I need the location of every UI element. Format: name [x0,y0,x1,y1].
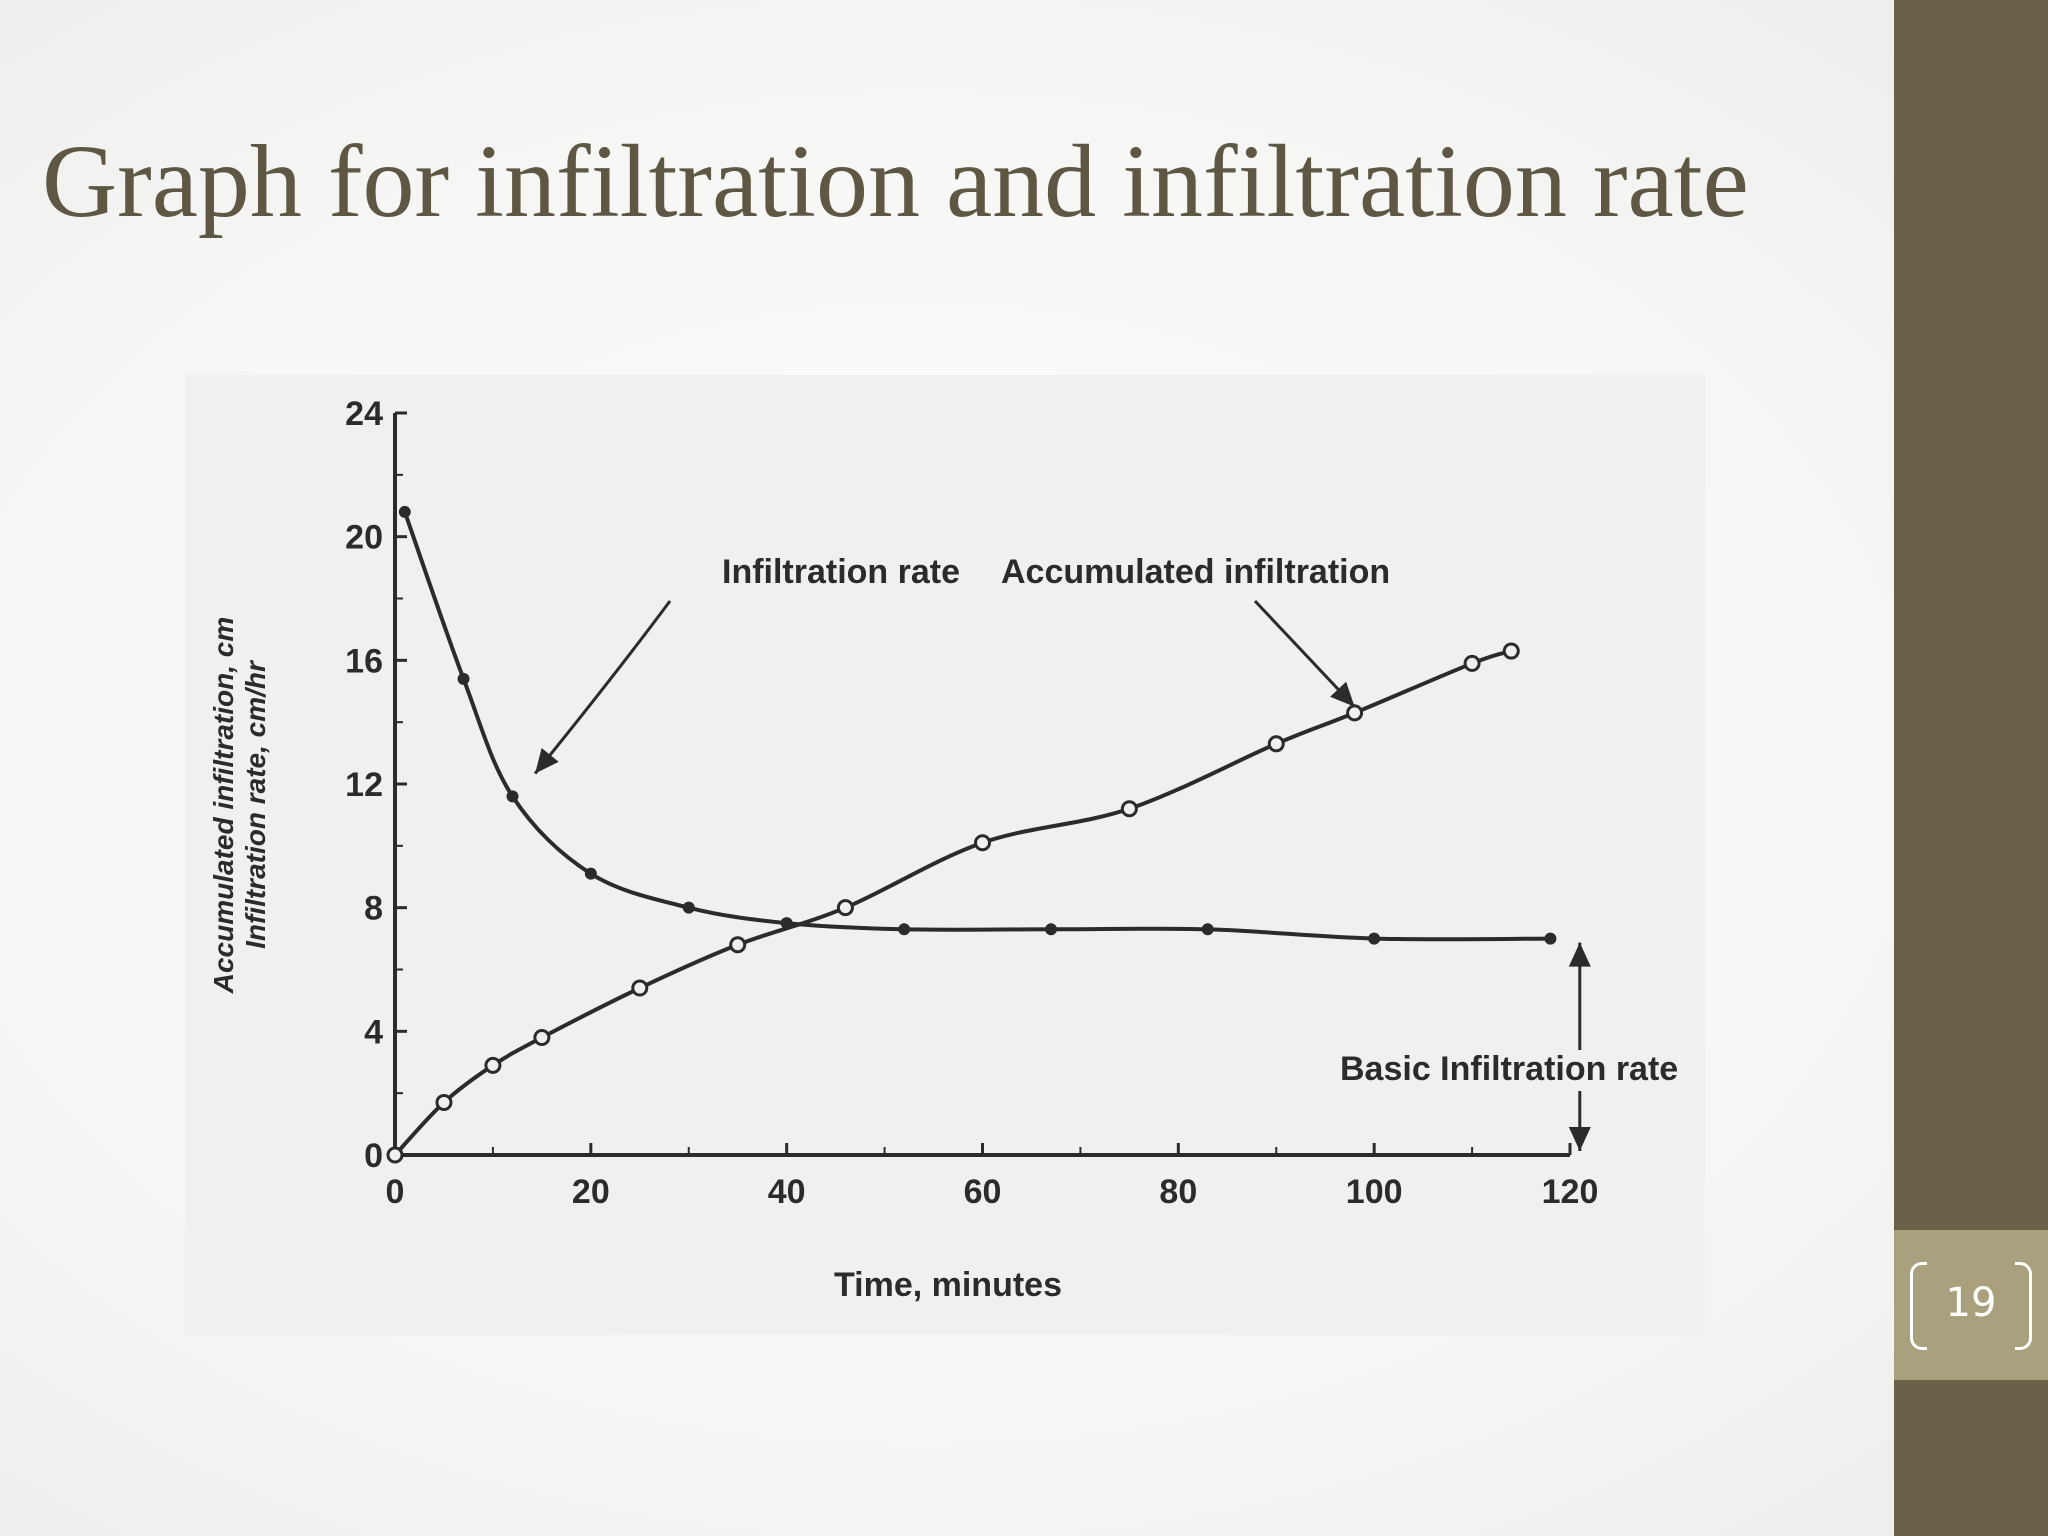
infiltration-rate-point [457,672,470,685]
data-markers [386,505,1557,1164]
infiltration-rate-point [682,901,695,914]
page-number: 19 [1945,1280,1997,1326]
infiltration-rate-point [1201,923,1214,936]
accumulated-infiltration-point [1502,642,1520,660]
y-tick-label: 20 [345,519,383,557]
y-axis-label-rate: Infiltration rate, cm/hr [240,659,271,949]
x-tick-label: 120 [1542,1173,1599,1211]
infiltration-rate-arrow-line [533,600,672,775]
accumulated-infiltration-point [435,1093,453,1111]
infiltration-rate-point [584,867,597,880]
axes: 0 20 40 60 80 100 120 0 4 8 12 16 20 24 [345,395,1598,1211]
accumulated-infiltration-point [836,899,854,917]
annotations: Infiltration rate Accumulated infiltratio… [533,553,1678,1151]
x-tick-label: 80 [1159,1173,1197,1211]
y-axis-label-accumulated: Accumulated infiltration, cm [208,617,239,995]
x-axis-label: Time, minutes [834,1266,1062,1304]
slide-title: Graph for infiltration and infiltration … [42,124,1749,239]
chart-figure: 0 20 40 60 80 100 120 0 4 8 12 16 20 24 Infiltration … [185,375,1705,1335]
accumulated-infiltration-point [1346,704,1364,722]
x-tick-label: 20 [572,1173,610,1211]
basic-rate-arrow-up-head [1568,942,1591,967]
infiltration-rate-point [398,505,411,518]
basic-infiltration-rate-label: Basic Infiltration rate [1340,1050,1678,1088]
infiltration-rate-point [1544,932,1557,945]
y-tick-label: 4 [364,1013,383,1051]
accumulated-infiltration-point [533,1029,551,1047]
accumulated-infiltration-arrow-head [1330,681,1355,707]
infiltration-rate-label: Infiltration rate [722,553,960,591]
accumulated-infiltration-label: Accumulated infiltration [1001,553,1390,591]
infiltration-rate-point [506,790,519,803]
x-tick-label: 100 [1346,1173,1403,1211]
basic-rate-arrow-down-head [1568,1127,1591,1151]
infiltration-chart: 0 20 40 60 80 100 120 0 4 8 12 16 20 24 Infiltration … [208,395,1678,1304]
page-number-box: 19 [1894,1230,2048,1380]
x-tick-label: 0 [386,1173,405,1211]
infiltration-rate-point [898,923,911,936]
infiltration-rate-curve [402,509,1553,942]
accumulated-infiltration-arrow-line [1253,599,1356,708]
y-tick-label: 8 [364,890,383,928]
y-tick-label: 0 [364,1137,383,1175]
accumulated-infiltration-point [484,1056,502,1074]
accumulated-infiltration-point [1463,654,1481,672]
accumulated-infiltration-point [1267,735,1285,753]
accumulated-infiltration-point [729,936,747,954]
infiltration-rate-arrow-head [535,747,559,774]
accumulated-infiltration-point [631,979,649,997]
bracket-left [1910,1262,1927,1350]
y-tick-label: 16 [345,642,383,680]
infiltration-rate-point [1045,923,1058,936]
accumulated-infiltration-point [386,1146,404,1164]
infiltration-rate-point [780,917,793,930]
y-tick-label: 24 [345,395,383,433]
accumulated-infiltration-point [1120,800,1138,818]
accumulated-infiltration-point [974,834,991,852]
x-tick-label: 40 [768,1173,806,1211]
y-tick-label: 12 [345,766,383,804]
x-tick-label: 60 [964,1173,1002,1211]
bracket-right [2015,1262,2032,1350]
infiltration-rate-point [1368,932,1381,945]
